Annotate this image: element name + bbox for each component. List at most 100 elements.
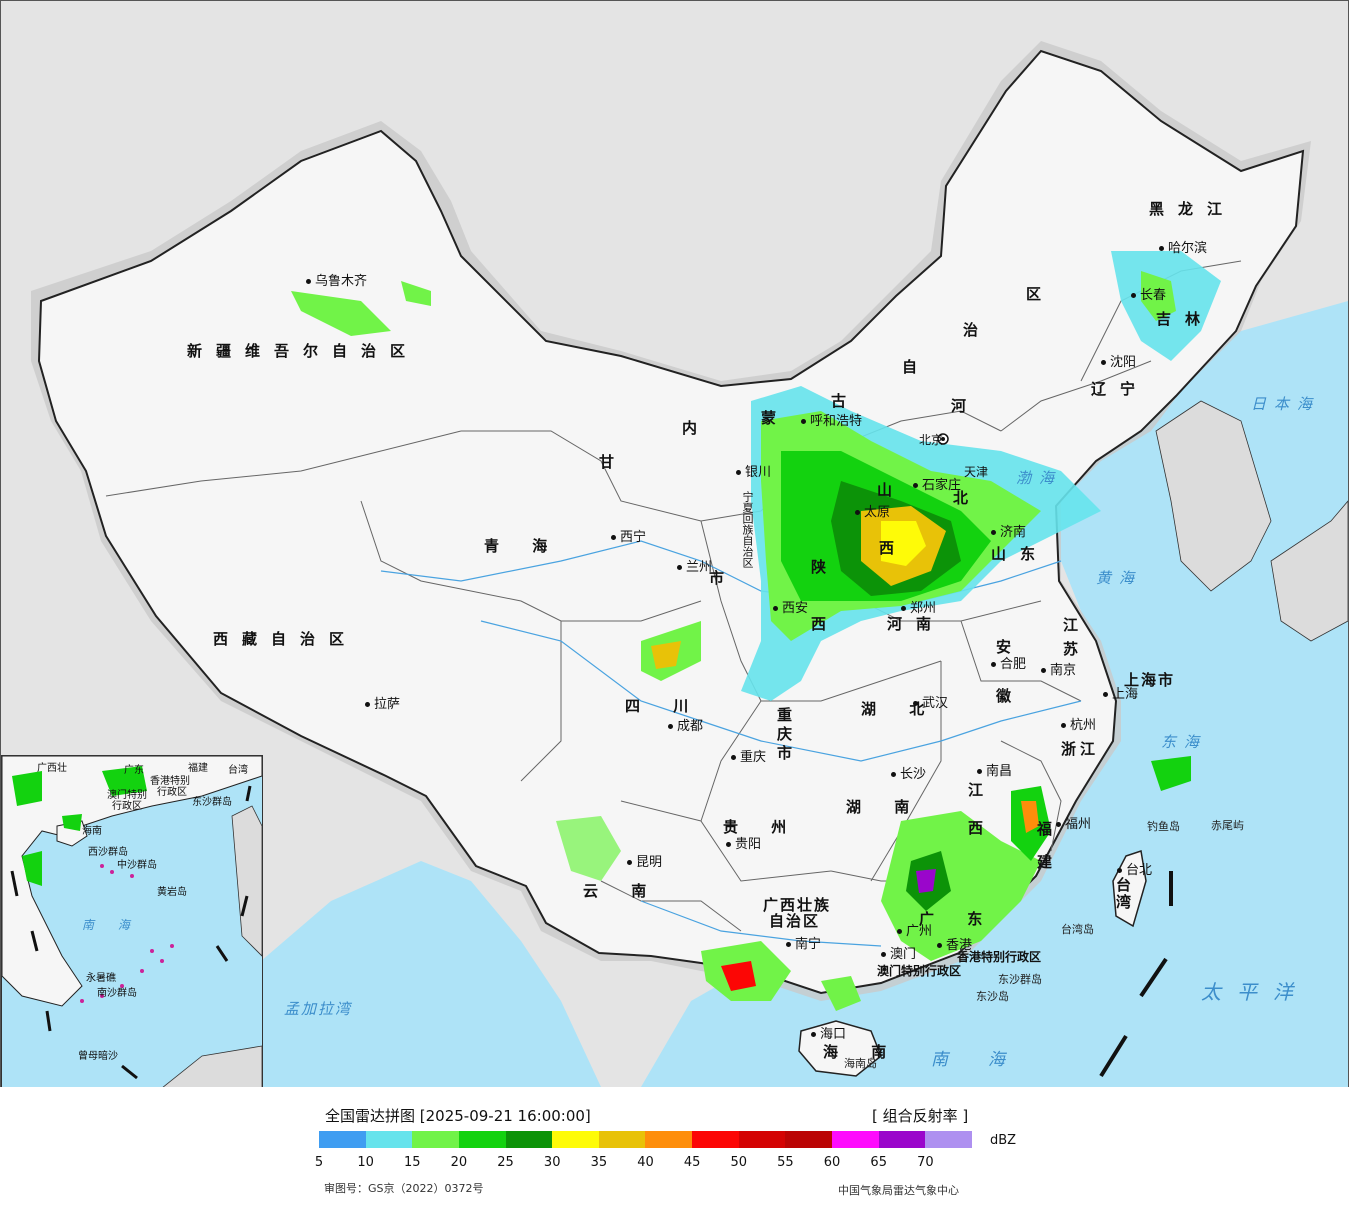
approval-number: 审图号：GS京（2022）0372号 [324, 1182, 484, 1195]
tick-label: 5 [314, 1155, 324, 1170]
city-hohhot: 呼和浩特 [801, 410, 862, 429]
inset-islands [80, 864, 174, 1003]
inset-echoes [12, 766, 147, 886]
tick-label: 40 [637, 1155, 654, 1170]
city-lhasa: 拉萨 [365, 693, 400, 712]
sea-pacific: 太平洋 [1201, 980, 1309, 1004]
inset-label-hainan: 海南 [82, 826, 102, 837]
city-zhengzhou: 郑州 [901, 597, 936, 616]
province-label-hebei-1: 河 [951, 397, 981, 415]
city-guangzhou: 广州 [897, 920, 932, 939]
province-label-hunan: 湖 南 [846, 798, 924, 816]
city-xian: 西安 [773, 597, 808, 616]
province-label-xizang: 西藏自治区 [213, 630, 359, 648]
province-label-anhui-1: 安 [996, 638, 1026, 656]
province-label-guangxi-2: 自治区 [769, 912, 821, 930]
tick-label: 15 [404, 1155, 421, 1170]
province-label-tianjin: 天津 [964, 465, 989, 479]
province-label-neimenggu-3: 古 [831, 392, 861, 410]
province-label-neimenggu-4: 自 [902, 358, 932, 376]
city-xining: 西宁 [611, 526, 646, 545]
inset-label-guangxi: 广西壮 [37, 763, 67, 774]
legend-panel: 全国雷达拼图 [2025-09-21 16:00:00] [ 组合反射率 ] d… [0, 1087, 1349, 1208]
province-label-hk: 香港特别行政区 [957, 950, 1042, 964]
tick-label: 70 [917, 1155, 934, 1170]
inset-borneo [162, 1045, 262, 1087]
color-swatch [458, 1131, 506, 1148]
province-label-xinjiang: 新疆维吾尔自治区 [187, 342, 420, 360]
tick-label: 60 [823, 1155, 841, 1170]
inset-label-zhongsha: 中沙群岛 [117, 860, 157, 871]
province-label-hebei-2: 北 [953, 489, 983, 507]
inset-label-macao: 澳门特别 [107, 790, 147, 801]
product-label: [ 组合反射率 ] [872, 1107, 969, 1125]
island-diaoyu: 钓鱼岛 [1147, 820, 1180, 833]
tick-label: 20 [450, 1155, 468, 1170]
sea-bengal: 孟加拉湾 [284, 1000, 353, 1018]
province-label-neimenggu-2: 蒙 [761, 409, 791, 427]
city-kunming: 昆明 [627, 851, 662, 870]
island-dongsha: 东沙岛 [976, 990, 1009, 1003]
inset-label-huangyan: 黄岩岛 [157, 887, 187, 898]
unit-label: dBZ [990, 1133, 1017, 1148]
province-label-jiangsu-1: 江 [1063, 616, 1093, 634]
city-haikou: 海口 [811, 1023, 846, 1042]
tick-label: 50 [730, 1155, 748, 1170]
province-label-shanxi-1: 山 [877, 481, 907, 499]
province-label-beijing: 北京 [919, 433, 944, 447]
color-swatch [832, 1131, 879, 1148]
province-label-sichuan: 四 川 [625, 697, 703, 715]
province-label-neimenggu-1: 内 [682, 419, 712, 437]
province-label-zhejiang: 浙江 [1061, 740, 1100, 758]
tick-label: 30 [543, 1155, 561, 1170]
city-nanchang: 南昌 [977, 760, 1012, 779]
color-swatch [878, 1131, 926, 1148]
province-label-guangxi-1: 广西壮族 [763, 896, 832, 914]
inset-label-xisha: 西沙群岛 [88, 847, 128, 858]
tick-label: 45 [683, 1155, 701, 1170]
province-label-jiangsu-2: 苏 [1063, 640, 1093, 658]
sea-yellow: 黄海 [1096, 569, 1143, 587]
color-bar [319, 1131, 972, 1148]
city-changsha: 长沙 [891, 763, 926, 782]
tick-label: 55 [777, 1155, 794, 1170]
province-label-guizhou: 贵 州 [723, 818, 801, 836]
city-shanghai: 上海 [1103, 683, 1138, 702]
color-swatch [412, 1131, 459, 1148]
inset-label-macao2: 行政区 [112, 801, 142, 812]
province-label-neimenggu-6: 区 [1026, 285, 1056, 303]
city-shenyang: 沈阳 [1101, 351, 1136, 370]
color-swatch [738, 1131, 786, 1148]
sea-japan: 日本海 [1251, 395, 1321, 413]
radar-echoes [291, 251, 1221, 1011]
tick-label: 10 [357, 1155, 374, 1170]
city-fuzhou: 福州 [1056, 813, 1091, 832]
city-nanning: 南宁 [786, 933, 821, 952]
city-taibei: 台北 [1117, 859, 1152, 878]
inset-canvas [2, 756, 262, 1087]
province-label-macao: 澳门特别行政区 [877, 964, 962, 978]
japan [1270, 500, 1348, 642]
city-yinchuan: 银川 [736, 461, 771, 480]
color-swatch [552, 1131, 599, 1148]
province-label-neimenggu-5: 治 [963, 321, 993, 339]
province-label-shanxi-2: 西 [879, 539, 909, 557]
province-label-shandong: 山东 [991, 545, 1050, 563]
island-hainan: 海南岛 [844, 1057, 877, 1070]
color-swatch [785, 1131, 833, 1148]
color-swatch [319, 1131, 366, 1148]
sea-east: 东海 [1161, 733, 1208, 751]
boundary-dashes [1099, 871, 1173, 1078]
tick-label: 65 [870, 1155, 887, 1170]
city-wuhan: 武汉 [913, 692, 948, 711]
tick-label: 25 [497, 1155, 514, 1170]
inset-label-yongshu: 永暑礁 [86, 973, 116, 984]
inset-label-sea: 南 海 [82, 918, 140, 932]
city-nanjing: 南京 [1041, 659, 1076, 678]
province-label-hubei: 湖 北 [861, 700, 939, 718]
province-label-taiwan: 台湾 [1114, 877, 1132, 911]
province-label-liaoning: 辽宁 [1091, 380, 1150, 398]
city-urumqi: 乌鲁木齐 [306, 270, 367, 289]
inset-label-fujian: 福建 [188, 763, 208, 774]
province-label-shaanxi-2: 西 [811, 615, 841, 633]
